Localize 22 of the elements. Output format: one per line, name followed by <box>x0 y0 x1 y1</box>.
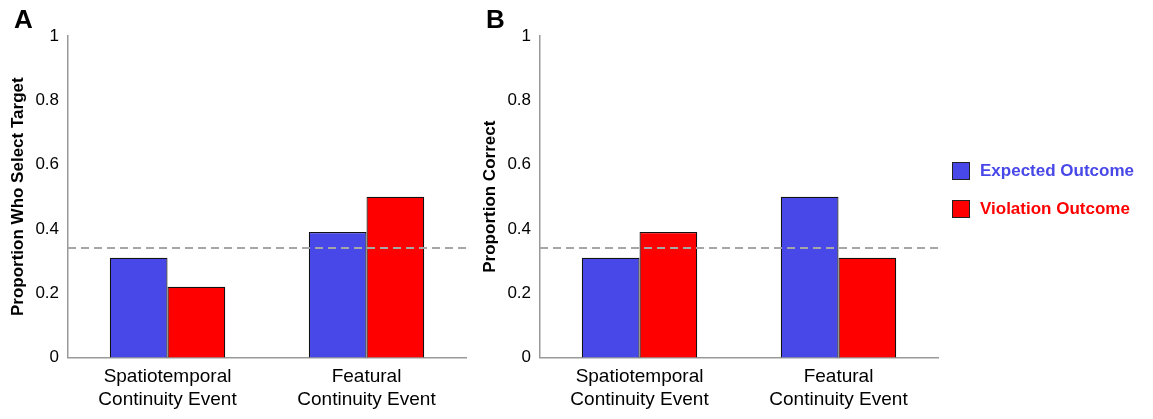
x-tick-label: Spatiotemporal Continuity Event <box>98 365 238 409</box>
y-tick-label: 0.8 <box>507 89 532 109</box>
y-axis-title: Proportion Who Select Target <box>7 77 27 317</box>
y-tick-label: 0.8 <box>35 89 60 109</box>
y-tick-label: 0 <box>49 347 60 367</box>
y-tick-label: 0 <box>521 347 532 367</box>
y-tick-label: 0.6 <box>35 154 60 174</box>
y-tick-label: 0.2 <box>507 282 532 302</box>
chart-title: A <box>14 4 33 35</box>
y-tick-label: 0.2 <box>35 282 60 302</box>
y-tick-label: 0.6 <box>507 154 532 174</box>
x-tick-label: Featural Continuity Event <box>769 365 909 409</box>
y-tick-label: 0.4 <box>507 218 532 238</box>
y-axis-title: Proportion Correct <box>479 120 499 273</box>
x-tick-label: Spatiotemporal Continuity Event <box>570 365 710 409</box>
chart-title: B <box>486 4 505 35</box>
x-tick-label: Featural Continuity Event <box>297 365 437 409</box>
y-tick-label: 0.4 <box>35 218 60 238</box>
y-tick-label: 1 <box>49 25 60 45</box>
y-tick-label: 1 <box>521 25 532 45</box>
legend-label: Violation Outcome <box>980 199 1130 219</box>
legend-label: Expected Outcome <box>980 161 1134 181</box>
